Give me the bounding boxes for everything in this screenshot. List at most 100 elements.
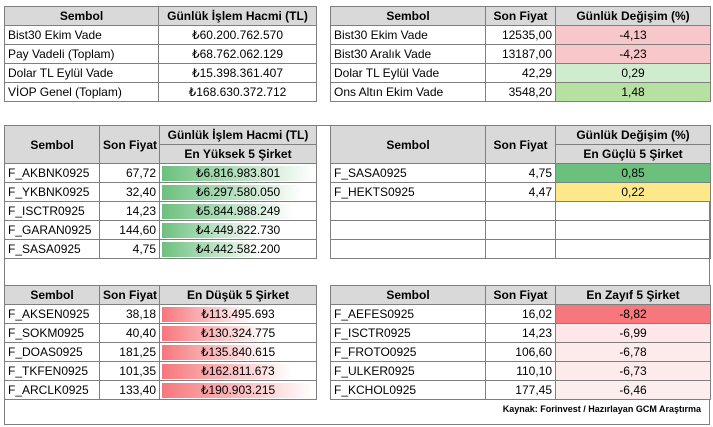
table-row: VİOP Genel (Toplam) ₺168.630.372.712 [4,82,317,102]
table-row: F_GARAN0925 144,60 ₺4.449.822.730 [4,220,317,240]
volume-cell: ₺168.630.372.712 [158,82,317,102]
volume-cell: ₺68.762.062.129 [158,44,317,64]
price-cell: 3548,20 [485,82,556,102]
data-bar-fill [162,203,293,219]
top-volume-table: Sembol Son Fiyat Günlük İşlem Hacmi (TL)… [4,125,317,259]
volume-cell: ₺60.200.762.570 [158,25,317,45]
data-bar-fill [162,382,314,398]
price-cell: 177,45 [485,380,556,400]
change-cell: -4,13 [555,25,711,45]
symbol-cell: Dolar TL Eylül Vade [4,63,159,83]
volume-bar-cell: ₺162.811.673 [159,361,317,381]
symbol-cell: F_SASA0925 [4,239,100,259]
symbol-cell: F_KCHOL0925 [330,380,486,400]
data-bar-fill [162,222,261,238]
volume-bar-cell: ₺4.449.822.730 [159,220,317,240]
low-volume-table: Sembol Son Fiyat En Düşük 5 Şirket F_AKS… [4,285,317,400]
price-cell: 4,75 [99,239,160,259]
subheader-top5: En Yüksek 5 Şirket [159,144,317,164]
symbol-cell: F_SOKM0925 [4,323,100,343]
price-cell: 12535,00 [485,25,556,45]
volume-value: ₺4.442.582.200 [195,241,281,256]
price-cell: 4,47 [485,182,556,202]
price-cell: 106,60 [485,342,556,362]
data-bar: ₺6.816.983.801 [162,165,314,181]
symbol-cell: F_TKFEN0925 [4,361,100,381]
data-bar-fill [162,184,302,200]
data-bar-fill [162,325,266,341]
data-bar-fill [162,241,261,257]
symbol-cell: Pay Vadeli (Toplam) [4,44,159,64]
price-cell: 133,40 [99,380,160,400]
volume-bar-cell: ₺4.442.582.200 [159,239,317,259]
col-header-symbol: Sembol [4,125,100,164]
price-cell: 14,23 [485,323,556,343]
price-cell: 40,40 [99,323,160,343]
volume-value: ₺162.811.673 [201,363,275,378]
price-cell: 42,29 [485,63,556,83]
volume-bar-cell: ₺190.903.215 [159,380,317,400]
symbol-cell: F_AKSEN0925 [4,304,100,324]
col-header-weakest: En Zayıf 5 Şirket [555,285,711,305]
change-cell: -4,23 [555,44,711,64]
change-cell: -6,99 [555,323,711,343]
symbol-cell: F_GARAN0925 [4,220,100,240]
volume-bar-cell: ₺6.816.983.801 [159,163,317,183]
table-row: F_KCHOL0925 177,45 -6,46 [330,380,711,400]
symbol-cell: F_YKBNK0925 [4,182,100,202]
index-volume-table: Sembol Günlük İşlem Hacmi (TL) Bist30 Ek… [4,6,317,102]
col-header-symbol: Sembol [4,285,100,305]
col-header-price: Son Fiyat [485,285,556,305]
symbol-cell: F_ARCLK0925 [4,380,100,400]
table-row: F_DOAS0925 181,25 ₺135.840.615 [4,342,317,362]
price-cell: 16,02 [485,304,556,324]
price-cell: 13187,00 [485,44,556,64]
table-row: F_ISCTR0925 14,23 -6,99 [330,323,711,343]
table-row: Bist30 Ekim Vade 12535,00 -4,13 [330,25,711,45]
table-row: F_SOKM0925 40,40 ₺130.324.775 [4,323,317,343]
table-row: Dolar TL Eylül Vade ₺15.398.361.407 [4,63,317,83]
symbol-cell: Ons Altın Ekim Vade [330,82,486,102]
change-cell: 1,48 [555,82,711,102]
col-header-lowest: En Düşük 5 Şirket [159,285,317,305]
price-cell: 32,40 [99,182,160,202]
data-bar: ₺190.903.215 [162,382,314,398]
table-row: Bist30 Aralık Vade 13187,00 -4,23 [330,44,711,64]
symbol-cell: F_DOAS0925 [4,342,100,362]
volume-bar-cell: ₺6.297.580.050 [159,182,317,202]
data-bar-fill [162,306,252,322]
col-header-volume: Günlük İşlem Hacmi (TL) [159,125,317,145]
table-row: Ons Altın Ekim Vade 3548,20 1,48 [330,82,711,102]
data-bar: ₺6.297.580.050 [162,184,314,200]
table-row: F_ARCLK0925 133,40 ₺190.903.215 [4,380,317,400]
col-header-change: Günlük Değişim (%) [555,125,711,145]
price-cell: 144,60 [99,220,160,240]
symbol-cell: Dolar TL Eylül Vade [330,63,486,83]
symbol-cell: Bist30 Ekim Vade [4,25,159,45]
table-row: F_YKBNK0925 32,40 ₺6.297.580.050 [4,182,317,202]
data-bar: ₺5.844.988.249 [162,203,314,219]
table-row: F_ULKER0925 110,10 -6,73 [330,361,711,381]
change-cell: -6,73 [555,361,711,381]
volume-cell: ₺15.398.361.407 [158,63,317,83]
empty-row [330,220,711,240]
data-bar-fill [162,344,270,360]
symbol-cell: Bist30 Aralık Vade [330,44,486,64]
symbol-cell: F_AEFES0925 [330,304,486,324]
table-row: F_AKSEN0925 38,18 ₺113.495.693 [4,304,317,324]
table-row: F_FROTO0925 106,60 -6,78 [330,342,711,362]
price-change-table: Sembol Son Fiyat Günlük Değişim (%) Bist… [330,6,711,102]
volume-bar-cell: ₺113.495.693 [159,304,317,324]
change-cell: -6,46 [555,380,711,400]
volume-value: ₺4.449.822.730 [195,222,281,237]
col-header-symbol: Sembol [330,125,486,164]
symbol-cell: F_FROTO0925 [330,342,486,362]
change-cell: -8,82 [555,304,711,324]
volume-value: ₺190.903.215 [200,382,276,397]
data-bar: ₺4.442.582.200 [162,241,314,257]
col-header-symbol: Sembol [330,6,486,26]
table-row: Pay Vadeli (Toplam) ₺68.762.062.129 [4,44,317,64]
volume-value: ₺6.816.983.801 [195,165,281,180]
price-cell: 110,10 [485,361,556,381]
symbol-cell: F_AKBNK0925 [4,163,100,183]
